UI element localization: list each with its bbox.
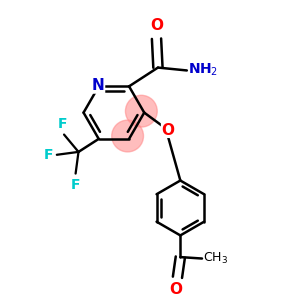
Text: F: F bbox=[44, 148, 53, 162]
Text: F: F bbox=[58, 117, 68, 131]
Text: NH$_2$: NH$_2$ bbox=[188, 62, 218, 78]
Text: O: O bbox=[169, 282, 182, 297]
Text: O: O bbox=[161, 123, 174, 138]
Text: N: N bbox=[92, 78, 104, 93]
Circle shape bbox=[125, 95, 157, 127]
Circle shape bbox=[112, 120, 143, 152]
Text: F: F bbox=[71, 178, 80, 192]
Text: O: O bbox=[150, 19, 163, 34]
Text: CH$_3$: CH$_3$ bbox=[203, 251, 229, 266]
